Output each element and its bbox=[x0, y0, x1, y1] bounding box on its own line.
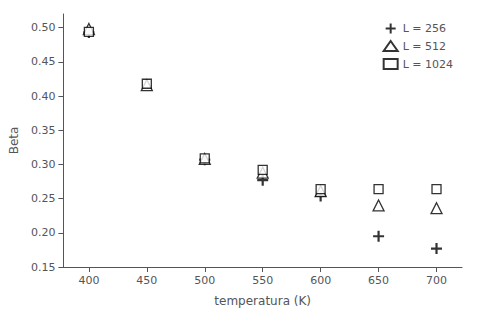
svg-text:0.30: 0.30 bbox=[31, 158, 56, 171]
svg-text:400: 400 bbox=[78, 274, 99, 287]
svg-text:500: 500 bbox=[194, 274, 215, 287]
svg-text:0.25: 0.25 bbox=[31, 192, 56, 205]
svg-text:0.45: 0.45 bbox=[31, 55, 56, 68]
svg-text:0.20: 0.20 bbox=[31, 226, 56, 239]
svg-text:0.35: 0.35 bbox=[31, 124, 56, 137]
svg-text:L = 1024: L = 1024 bbox=[403, 58, 453, 71]
svg-text:600: 600 bbox=[310, 274, 331, 287]
svg-text:450: 450 bbox=[136, 274, 157, 287]
svg-text:0.50: 0.50 bbox=[31, 21, 56, 34]
svg-text:Beta: Beta bbox=[7, 127, 21, 155]
svg-text:650: 650 bbox=[368, 274, 389, 287]
svg-text:550: 550 bbox=[252, 274, 273, 287]
svg-text:L = 512: L = 512 bbox=[403, 40, 446, 53]
svg-text:temperatura (K): temperatura (K) bbox=[214, 294, 311, 308]
svg-text:700: 700 bbox=[426, 274, 447, 287]
svg-text:0.40: 0.40 bbox=[31, 90, 56, 103]
svg-text:0.15: 0.15 bbox=[31, 261, 56, 274]
svg-text:L = 256: L = 256 bbox=[403, 22, 446, 35]
